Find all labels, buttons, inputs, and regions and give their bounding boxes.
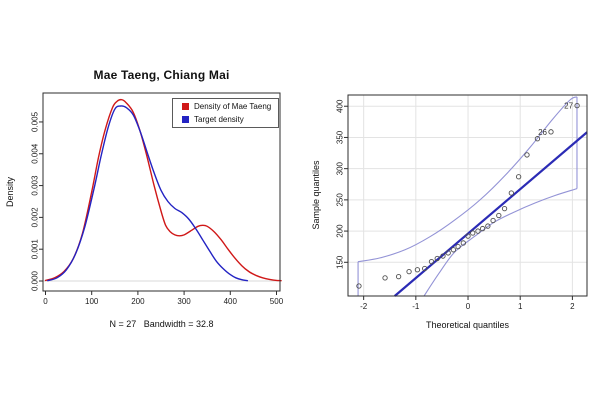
svg-text:0: 0 bbox=[43, 297, 48, 306]
legend-entry-target: Target density bbox=[182, 114, 278, 126]
svg-text:100: 100 bbox=[85, 297, 99, 306]
svg-text:2: 2 bbox=[570, 302, 575, 311]
svg-text:300: 300 bbox=[336, 161, 345, 175]
legend-swatch-red bbox=[182, 103, 189, 110]
svg-text:-2: -2 bbox=[360, 302, 368, 311]
svg-text:350: 350 bbox=[336, 130, 345, 144]
svg-text:200: 200 bbox=[336, 224, 345, 238]
svg-text:400: 400 bbox=[336, 99, 345, 113]
density-xaxis-label: N = 27 Bandwidth = 32.8 bbox=[109, 319, 214, 329]
svg-text:26: 26 bbox=[538, 128, 547, 137]
svg-text:400: 400 bbox=[224, 297, 238, 306]
svg-text:0.002: 0.002 bbox=[31, 207, 40, 228]
svg-text:0.004: 0.004 bbox=[31, 143, 40, 164]
legend-label-target: Target density bbox=[194, 115, 244, 124]
legend-label-mae-taeng: Density of Mae Taeng bbox=[194, 102, 272, 111]
svg-text:27: 27 bbox=[564, 102, 573, 111]
svg-text:0.000: 0.000 bbox=[31, 270, 40, 291]
density-legend: Density of Mae Taeng Target density bbox=[172, 98, 279, 128]
svg-text:-1: -1 bbox=[412, 302, 420, 311]
qq-xaxis-label: Theoretical quantiles bbox=[425, 320, 510, 330]
legend-swatch-blue bbox=[182, 116, 189, 123]
svg-text:1: 1 bbox=[518, 302, 523, 311]
svg-text:200: 200 bbox=[131, 297, 145, 306]
svg-text:0: 0 bbox=[466, 302, 471, 311]
svg-text:300: 300 bbox=[177, 297, 191, 306]
density-yaxis-label: Density bbox=[5, 177, 15, 208]
qq-yaxis-label: Sample quantiles bbox=[311, 160, 321, 230]
svg-text:500: 500 bbox=[270, 297, 284, 306]
svg-text:0.005: 0.005 bbox=[31, 111, 40, 132]
svg-text:0.001: 0.001 bbox=[31, 239, 40, 260]
svg-text:250: 250 bbox=[336, 193, 345, 207]
legend-entry-mae-taeng: Density of Mae Taeng bbox=[182, 101, 278, 113]
svg-text:150: 150 bbox=[336, 255, 345, 269]
svg-text:0.003: 0.003 bbox=[31, 175, 40, 196]
density-plot-title: Mae Taeng, Chiang Mai bbox=[93, 68, 230, 82]
